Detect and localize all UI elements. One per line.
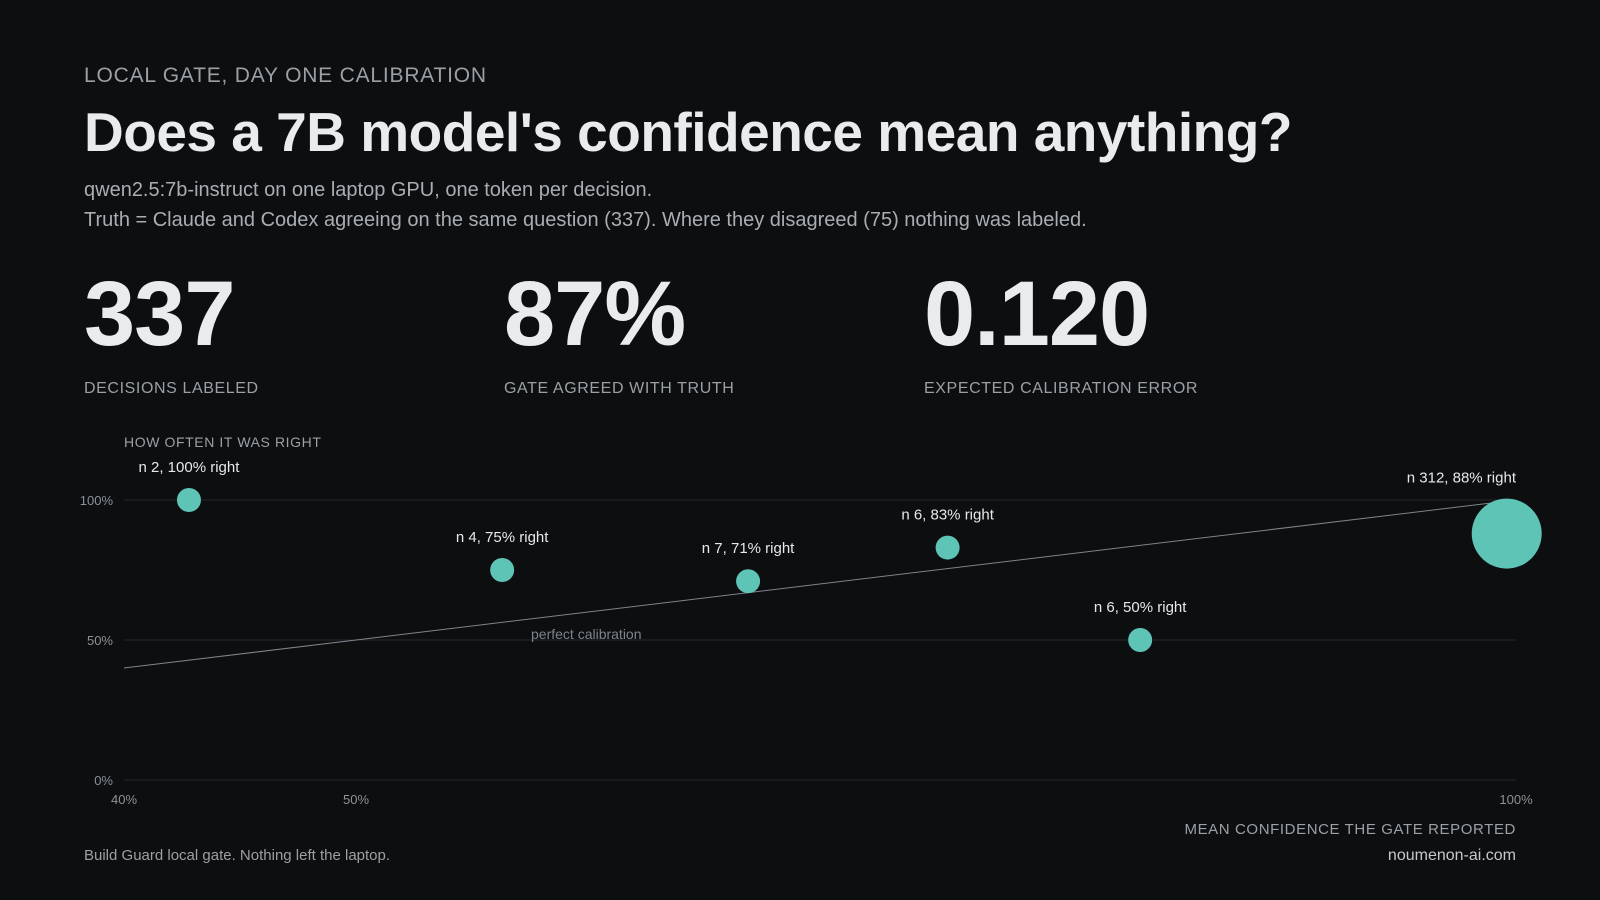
data-point-label: n 6, 50% right [1094, 599, 1187, 616]
perfect-calibration-label: perfect calibration [531, 626, 642, 642]
calibration-chart: HOW OFTEN IT WAS RIGHT MEAN CONFIDENCE T… [80, 434, 1542, 838]
data-point-label: n 6, 83% right [901, 507, 994, 524]
data-point-labels: n 2, 100% right n 4, 75% right n 7, 71% ri… [139, 459, 1517, 616]
x-axis-label: MEAN CONFIDENCE THE GATE REPORTED [1184, 821, 1516, 838]
stat-value: 337 [84, 263, 235, 365]
subtitle-line-2: Truth = Claude and Codex agreeing on the… [84, 209, 1087, 231]
stat-label: DECISIONS LABELED [84, 380, 259, 397]
perfect-calibration-line [123, 499, 1517, 669]
x-tick-label: 100% [1499, 792, 1533, 807]
stat-label: EXPECTED CALIBRATION ERROR [924, 380, 1199, 397]
eyebrow: LOCAL GATE, DAY ONE CALIBRATION [84, 64, 487, 87]
stat-label: GATE AGREED WITH TRUTH [504, 380, 735, 397]
subtitle-line-1: qwen2.5:7b-instruct on one laptop GPU, o… [84, 179, 653, 201]
y-axis-label: HOW OFTEN IT WAS RIGHT [124, 434, 322, 450]
reference-line-group: perfect calibration [123, 499, 1517, 669]
data-points [176, 488, 1542, 652]
data-point-label: n 4, 75% right [456, 529, 549, 546]
grid-lines [124, 499, 1516, 781]
data-point [1471, 498, 1542, 569]
data-point-label: n 2, 100% right [139, 459, 241, 476]
y-tick-label: 0% [94, 773, 113, 788]
stat-decisions-labeled: 337 DECISIONS LABELED [84, 268, 259, 398]
stat-value: 87% [504, 263, 686, 365]
data-point-label: n 312, 88% right [1407, 470, 1517, 487]
data-point [490, 558, 515, 582]
data-point-label: n 7, 71% right [702, 540, 795, 557]
x-tick-labels: 40% 50% 100% [111, 792, 1533, 807]
x-tick-label: 50% [343, 792, 369, 807]
stat-calibration-error: 0.120 EXPECTED CALIBRATION ERROR [924, 268, 1198, 398]
data-point [736, 569, 761, 594]
footer-link[interactable]: noumenon-ai.com [1387, 847, 1516, 864]
y-tick-label: 50% [87, 633, 113, 648]
x-tick-label: 40% [111, 792, 137, 807]
page-title: Does a 7B model's confidence mean anythi… [84, 101, 1292, 163]
y-tick-label: 100% [80, 493, 114, 508]
y-tick-labels: 0% 50% 100% [80, 493, 114, 788]
stat-agreement: 87% GATE AGREED WITH TRUTH [504, 268, 734, 398]
data-point [935, 535, 960, 560]
data-point [176, 488, 201, 512]
data-point [1128, 628, 1153, 652]
stat-value: 0.120 [924, 263, 1150, 365]
footer-note: Build Guard local gate. Nothing left the… [84, 847, 391, 864]
